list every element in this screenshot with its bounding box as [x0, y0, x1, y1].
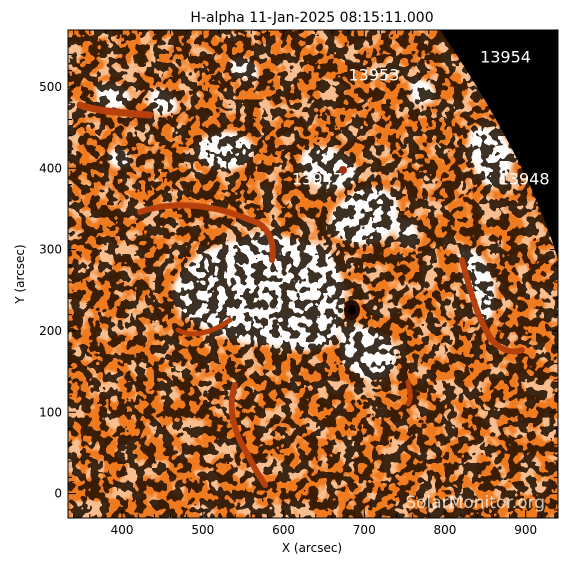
filament-6	[405, 379, 413, 407]
y-tick-label: 200	[39, 324, 62, 338]
chromospheric-network	[68, 30, 558, 518]
y-tick-label: 100	[39, 405, 62, 419]
solar-image	[68, 30, 558, 518]
sunspot-umbra	[348, 305, 356, 315]
filament-4	[228, 382, 268, 488]
filament-3	[175, 317, 233, 337]
plot-title: H-alpha 11-Jan-2025 08:15:11.000	[190, 10, 433, 26]
x-tick-label: 900	[514, 523, 537, 537]
x-axis-label: X (arcsec)	[282, 541, 342, 555]
filament-2	[137, 202, 276, 263]
filaments	[76, 101, 525, 488]
axis-ticks	[68, 30, 559, 518]
region-label: 13948	[499, 170, 550, 189]
y-tick-label: 400	[39, 161, 62, 175]
plot-frame	[67, 29, 559, 519]
region-label: 13947	[292, 170, 343, 189]
watermark: SolarMonitor.org	[405, 493, 545, 513]
filament-1	[76, 101, 154, 119]
y-tick-label: 500	[39, 80, 62, 94]
region-labels: 13954 13953 13947 13948	[292, 48, 550, 189]
region-label: 13954	[480, 48, 531, 67]
y-tick-label: 300	[39, 243, 62, 257]
x-tick-label: 500	[191, 523, 214, 537]
region-label: 13953	[348, 65, 399, 84]
filament-5	[459, 257, 525, 355]
bright-point	[339, 166, 347, 174]
tick-labels: 400 500 600 700 800 900 0 100 200 300 400 500	[39, 80, 537, 537]
y-axis-label: Y (arcsec)	[13, 244, 27, 304]
y-tick-label: 0	[54, 487, 62, 501]
x-tick-label: 400	[111, 523, 134, 537]
x-tick-label: 600	[272, 523, 295, 537]
x-tick-label: 700	[353, 523, 376, 537]
off-limb-space	[440, 30, 558, 260]
x-tick-label: 800	[434, 523, 457, 537]
